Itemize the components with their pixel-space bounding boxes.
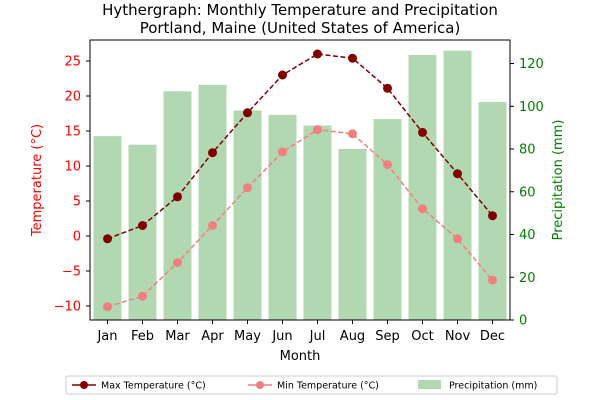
chart-legend: Max Temperature (°C) Min Temperature (°C… <box>65 375 558 395</box>
x-tick-label: Nov <box>445 329 471 344</box>
precipitation-bar-aug <box>338 149 367 320</box>
min-temperature-point-dec <box>488 275 497 285</box>
precipitation-bar-may <box>233 110 262 320</box>
max-temperature-point-apr <box>208 148 217 158</box>
min-temperature-point-jul <box>313 125 322 135</box>
chart-title: Hythergraph: Monthly Temperature and Pre… <box>102 1 498 19</box>
x-tick-label: Oct <box>411 329 433 344</box>
y-right-tick-label: 40 <box>519 228 536 243</box>
y-right-tick-label: 0 <box>519 314 527 329</box>
precipitation-bars <box>93 50 507 321</box>
legend-precip-swatch <box>418 380 441 389</box>
y-right-tick-label: 120 <box>519 57 544 72</box>
legend-min-marker <box>256 381 264 389</box>
x-tick-label: Apr <box>201 329 224 344</box>
chart-subtitle: Portland, Maine (United States of Americ… <box>140 19 461 37</box>
legend-min-label: Min Temperature (°C) <box>277 381 379 392</box>
y-right-tick-label: 20 <box>519 271 536 286</box>
x-tick-label: Aug <box>340 329 365 344</box>
min-temperature-point-apr <box>208 221 217 230</box>
y-left-tick-label: 5 <box>73 195 81 210</box>
precipitation-bar-sep <box>373 119 402 320</box>
max-temperature-point-aug <box>348 53 357 63</box>
y-left-tick-label: −5 <box>62 265 81 280</box>
y-left-tick-label: 10 <box>64 160 81 175</box>
min-temperature-point-mar <box>173 258 182 268</box>
min-temperature-point-oct <box>418 204 427 214</box>
y-axis-right-label: Precipitation (mm) <box>551 120 566 241</box>
legend-max-label: Max Temperature (°C) <box>101 381 206 392</box>
y-left-tick-label: 20 <box>64 90 81 105</box>
y-axis-left-label: Temperature (°C) <box>30 124 45 237</box>
max-temperature-point-nov <box>453 169 462 179</box>
min-temperature-point-aug <box>348 129 357 139</box>
x-axis: Jan Feb Mar Apr May Jun Jul Aug Sep Oct Nov Dec <box>96 320 505 344</box>
min-temperature-point-may <box>243 183 252 193</box>
max-temperature-point-may <box>243 108 252 118</box>
temperature-lines <box>103 49 497 312</box>
max-temperature-point-jan <box>103 234 112 244</box>
y-left-tick-label: 25 <box>64 55 81 70</box>
max-temperature-line <box>107 53 494 240</box>
precipitation-bar-apr <box>198 84 227 320</box>
x-tick-label: Jun <box>271 329 292 344</box>
max-temperature-point-mar <box>173 192 182 202</box>
y-left-tick-label: 15 <box>64 125 81 140</box>
x-tick-label: Jul <box>309 329 326 344</box>
y-right-tick-label: 100 <box>519 100 544 115</box>
max-temperature-point-sep <box>383 83 392 93</box>
x-tick-label: May <box>234 329 261 344</box>
precipitation-bar-feb <box>128 144 157 320</box>
min-temperature-point-sep <box>383 160 392 170</box>
y-right-tick-label: 60 <box>519 185 536 200</box>
x-tick-label: Feb <box>131 329 154 344</box>
min-temperature-point-nov <box>453 234 462 244</box>
min-temperature-point-jan <box>103 302 112 312</box>
min-temperature-point-jun <box>278 147 287 157</box>
legend-max-marker <box>80 381 88 389</box>
precipitation-bar-jan <box>93 136 122 320</box>
max-temperature-point-oct <box>418 127 427 137</box>
precipitation-bar-mar <box>163 91 192 321</box>
x-tick-label: Jan <box>96 329 117 344</box>
max-temperature-point-feb <box>138 221 147 230</box>
x-axis-label: Month <box>280 349 321 364</box>
precipitation-bar-oct <box>408 54 437 321</box>
x-tick-label: Dec <box>480 329 505 344</box>
y-left-tick-label: 0 <box>73 230 81 245</box>
legend-precip-label: Precipitation (mm) <box>449 381 537 392</box>
min-temperature-point-feb <box>138 291 147 301</box>
max-temperature-point-jul <box>313 49 322 59</box>
precipitation-bar-dec <box>478 101 507 320</box>
y-axis-right: 0 20 40 60 80 100 120 <box>510 57 544 329</box>
x-tick-label: Sep <box>375 329 400 344</box>
y-right-tick-label: 80 <box>519 143 536 158</box>
y-axis-left: −10 −5 0 5 10 15 20 25 <box>54 55 90 315</box>
min-temperature-line <box>107 128 494 308</box>
x-tick-label: Mar <box>165 329 190 344</box>
plot-frame <box>89 39 511 321</box>
y-left-tick-label: −10 <box>54 300 81 315</box>
max-temperature-point-jun <box>278 70 287 80</box>
precipitation-bar-jul <box>303 125 332 320</box>
max-temperature-point-dec <box>488 211 497 221</box>
